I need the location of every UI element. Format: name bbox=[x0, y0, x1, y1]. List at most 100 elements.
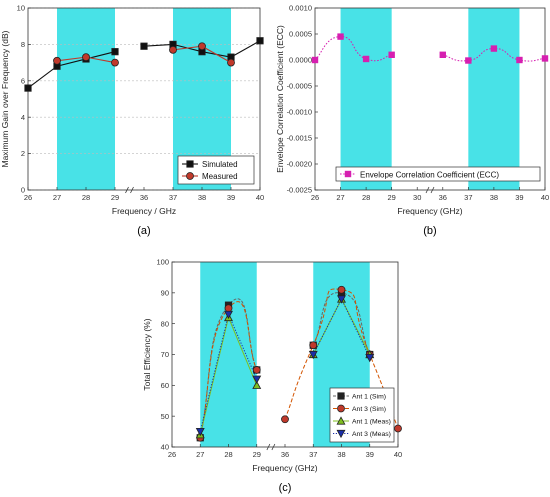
data-point bbox=[309, 341, 318, 350]
legend-label: Envelope Correlation Coefficient (ECC) bbox=[360, 171, 499, 180]
x-tick-label: 38 bbox=[490, 193, 498, 202]
data-point bbox=[224, 310, 233, 320]
data-point bbox=[311, 56, 319, 64]
panel-label: (b) bbox=[423, 225, 436, 237]
data-point bbox=[111, 58, 119, 67]
x-tick-label: 28 bbox=[362, 193, 370, 202]
data-point bbox=[365, 353, 375, 363]
data-point bbox=[195, 427, 205, 437]
legend-marker bbox=[337, 392, 345, 400]
data-point bbox=[362, 55, 370, 63]
y-tick-label: 0.0000 bbox=[289, 56, 312, 65]
x-axis-title: Frequency / GHz bbox=[112, 206, 176, 216]
x-tick-label: 37 bbox=[169, 193, 177, 202]
data-point bbox=[337, 285, 346, 294]
data-point bbox=[111, 48, 119, 56]
y-tick-label: 10 bbox=[17, 4, 25, 13]
y-axis-title: Envelope Correlation Coefficient (ECC) bbox=[275, 25, 285, 173]
shaded-band bbox=[340, 8, 392, 190]
x-tick-label: 38 bbox=[198, 193, 206, 202]
data-point bbox=[53, 56, 61, 65]
y-axis-title: Maximum Gain over Frequency (dB) bbox=[0, 30, 10, 167]
legend-label: Measured bbox=[202, 172, 238, 181]
y-tick-label: -0.0010 bbox=[287, 108, 312, 117]
legend-label: Simulated bbox=[202, 160, 238, 169]
series-line-0 bbox=[27, 51, 116, 89]
data-point bbox=[82, 53, 90, 62]
chart-panel-a: 26 27 28 29 36 37 38 39 40 0 2 4 6 8 10 Frequency / GHz… bbox=[0, 4, 264, 237]
data-point bbox=[24, 84, 32, 92]
data-point bbox=[256, 37, 264, 45]
y-tick-label: 40 bbox=[161, 443, 169, 452]
legend-box bbox=[335, 166, 541, 182]
data-point bbox=[227, 58, 235, 67]
legend-label: Ant 1 (Meas) bbox=[352, 419, 391, 426]
x-tick-label: 26 bbox=[311, 193, 319, 202]
series-line-ecc bbox=[314, 36, 392, 62]
y-tick-label: 0.0010 bbox=[289, 4, 312, 13]
y-tick-label: 6 bbox=[21, 76, 25, 85]
legend-marker bbox=[336, 429, 346, 439]
data-point bbox=[252, 366, 261, 374]
data-point bbox=[541, 55, 549, 62]
x-tick-label: 36 bbox=[281, 450, 289, 459]
legend-label: Ant 1 (Sim) bbox=[352, 394, 386, 401]
x-tick-label: 26 bbox=[24, 193, 32, 202]
x-tick-label: 27 bbox=[196, 450, 204, 459]
y-tick-label: 100 bbox=[156, 258, 169, 267]
x-tick-label: 29 bbox=[387, 193, 395, 202]
data-point bbox=[281, 415, 289, 424]
shaded-band bbox=[200, 262, 257, 447]
data-point bbox=[337, 33, 344, 40]
x-tick-label: 26 bbox=[168, 450, 176, 459]
data-point bbox=[169, 45, 177, 54]
legend-marker bbox=[336, 416, 346, 425]
x-tick-label: 39 bbox=[515, 193, 523, 202]
x-tick-label: 39 bbox=[227, 193, 235, 202]
legend-marker bbox=[344, 170, 352, 178]
x-tick-label: 36 bbox=[140, 193, 148, 202]
x-tick-label: 39 bbox=[366, 450, 374, 459]
data-point bbox=[490, 45, 498, 52]
y-tick-label: -0.0020 bbox=[287, 160, 312, 169]
data-point bbox=[252, 375, 262, 384]
y-tick-label: 80 bbox=[161, 319, 169, 328]
legend-marker bbox=[186, 160, 194, 168]
data-point bbox=[140, 42, 148, 50]
shaded-band bbox=[57, 8, 115, 190]
x-tick-label: 28 bbox=[82, 193, 90, 202]
legend-marker bbox=[337, 404, 345, 413]
plot-frame bbox=[314, 7, 546, 191]
x-tick-label: 27 bbox=[336, 193, 344, 202]
data-point bbox=[439, 51, 446, 58]
y-tick-label: 60 bbox=[161, 381, 169, 390]
y-tick-label: 2 bbox=[21, 149, 25, 158]
data-point bbox=[224, 304, 233, 313]
x-tick-label: 29 bbox=[111, 193, 119, 202]
data-point bbox=[388, 51, 395, 58]
y-tick-label: 90 bbox=[161, 288, 169, 297]
data-point bbox=[516, 56, 523, 64]
y-tick-label: 8 bbox=[21, 40, 25, 49]
x-tick-label: 27 bbox=[53, 193, 61, 202]
x-axis-title: Frequency (GHz) bbox=[252, 463, 317, 473]
shaded-band bbox=[468, 8, 520, 190]
x-axis-title: Frequency (GHz) bbox=[397, 206, 462, 216]
data-point bbox=[337, 295, 346, 304]
y-axis-title: Total Efficiency (%) bbox=[142, 318, 152, 390]
y-tick-label: -0.0015 bbox=[287, 134, 312, 143]
data-point bbox=[198, 42, 206, 51]
panel-label: (a) bbox=[137, 225, 150, 237]
x-tick-label: 37 bbox=[464, 193, 472, 202]
legend-marker bbox=[186, 172, 194, 180]
y-tick-label: 0.0005 bbox=[289, 30, 312, 39]
panel-label: (c) bbox=[279, 482, 292, 494]
y-tick-label: 70 bbox=[161, 350, 169, 359]
x-tick-label: 28 bbox=[224, 450, 232, 459]
y-tick-label: -0.0005 bbox=[287, 82, 312, 91]
data-point bbox=[465, 57, 472, 64]
chart-panel-c: 26 27 28 29 36 37 38 39 40 40 50 60 70 80 90 100 Frequen… bbox=[142, 258, 402, 494]
legend-label: Ant 3 (Sim) bbox=[352, 406, 386, 413]
x-tick-label: 38 bbox=[337, 450, 345, 459]
